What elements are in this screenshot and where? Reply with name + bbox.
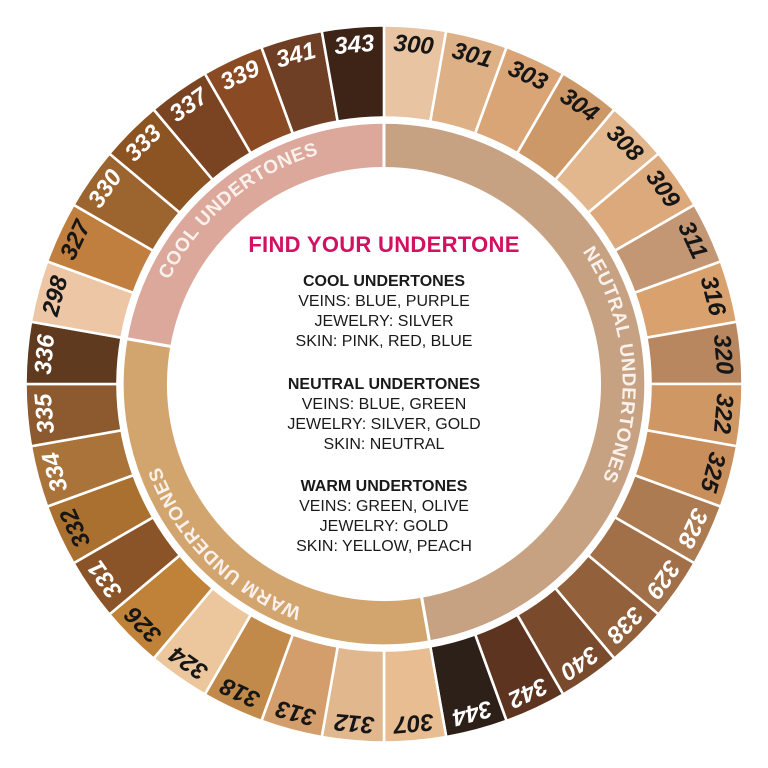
- svg-text:343: 343: [333, 30, 376, 60]
- svg-text:320: 320: [708, 333, 738, 376]
- svg-text:SKIN: YELLOW, PEACH: SKIN: YELLOW, PEACH: [296, 538, 472, 555]
- svg-text:JEWELRY: SILVER: JEWELRY: SILVER: [314, 313, 453, 330]
- svg-text:VEINS: GREEN, OLIVE: VEINS: GREEN, OLIVE: [299, 498, 469, 515]
- svg-text:VEINS: BLUE, GREEN: VEINS: BLUE, GREEN: [302, 396, 467, 413]
- svg-text:335: 335: [30, 392, 60, 435]
- svg-text:JEWELRY: SILVER, GOLD: JEWELRY: SILVER, GOLD: [287, 416, 480, 433]
- svg-text:SKIN: PINK, RED, BLUE: SKIN: PINK, RED, BLUE: [296, 333, 473, 350]
- svg-text:JEWELRY: GOLD: JEWELRY: GOLD: [320, 518, 449, 535]
- svg-text:322: 322: [708, 393, 738, 436]
- svg-text:SKIN: NEUTRAL: SKIN: NEUTRAL: [324, 436, 445, 453]
- svg-text:336: 336: [30, 333, 60, 376]
- svg-text:300: 300: [393, 30, 436, 60]
- svg-text:NEUTRAL UNDERTONES: NEUTRAL UNDERTONES: [288, 376, 481, 393]
- svg-text:307: 307: [391, 708, 435, 739]
- svg-text:COOL UNDERTONES: COOL UNDERTONES: [303, 273, 465, 290]
- svg-text:FIND YOUR UNDERTONE: FIND YOUR UNDERTONE: [248, 232, 519, 257]
- svg-text:VEINS: BLUE, PURPLE: VEINS: BLUE, PURPLE: [298, 293, 470, 310]
- svg-text:WARM UNDERTONES: WARM UNDERTONES: [301, 478, 468, 495]
- svg-text:312: 312: [333, 708, 376, 738]
